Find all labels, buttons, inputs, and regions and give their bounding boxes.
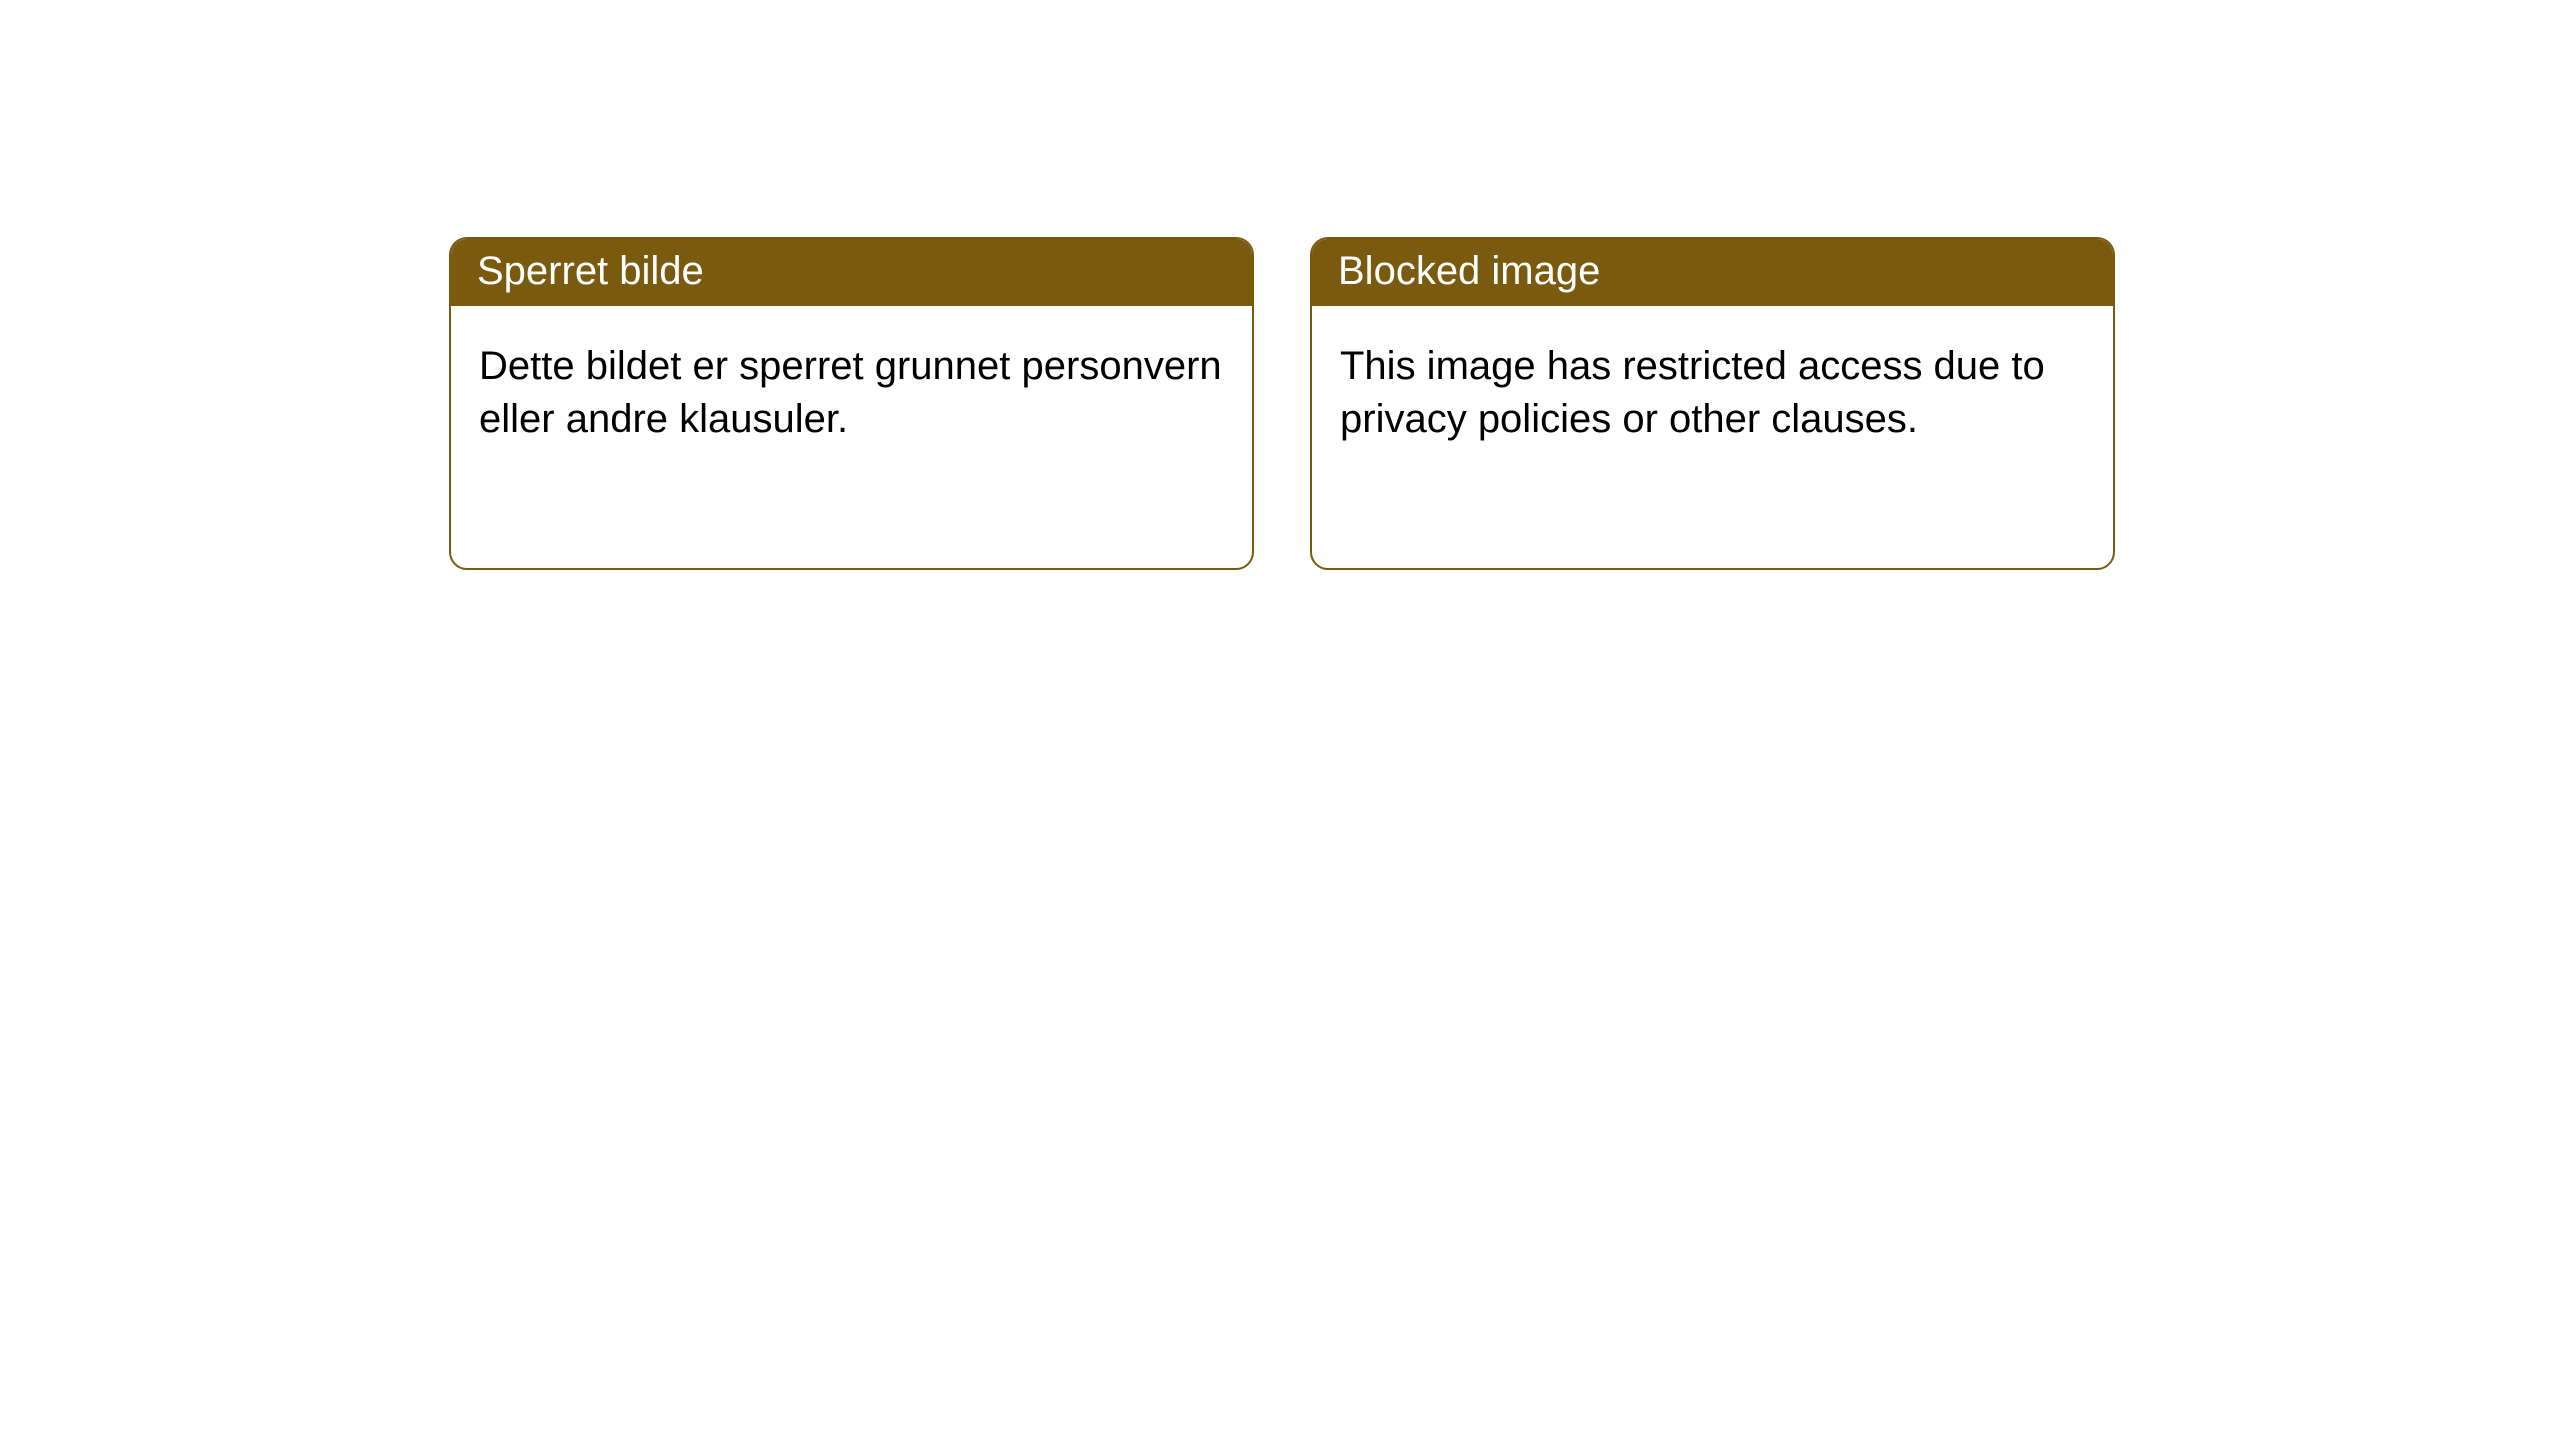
card-body-text: Dette bildet er sperret grunnet personve… bbox=[479, 344, 1222, 441]
card-body: Dette bildet er sperret grunnet personve… bbox=[451, 306, 1252, 474]
card-body-text: This image has restricted access due to … bbox=[1340, 344, 2045, 441]
card-header: Sperret bilde bbox=[451, 239, 1252, 306]
card-body: This image has restricted access due to … bbox=[1312, 306, 2113, 474]
card-title: Sperret bilde bbox=[477, 249, 704, 293]
cards-container: Sperret bilde Dette bildet er sperret gr… bbox=[449, 237, 2115, 570]
card-header: Blocked image bbox=[1312, 239, 2113, 306]
card-english: Blocked image This image has restricted … bbox=[1310, 237, 2115, 570]
card-title: Blocked image bbox=[1338, 249, 1600, 293]
card-norwegian: Sperret bilde Dette bildet er sperret gr… bbox=[449, 237, 1254, 570]
